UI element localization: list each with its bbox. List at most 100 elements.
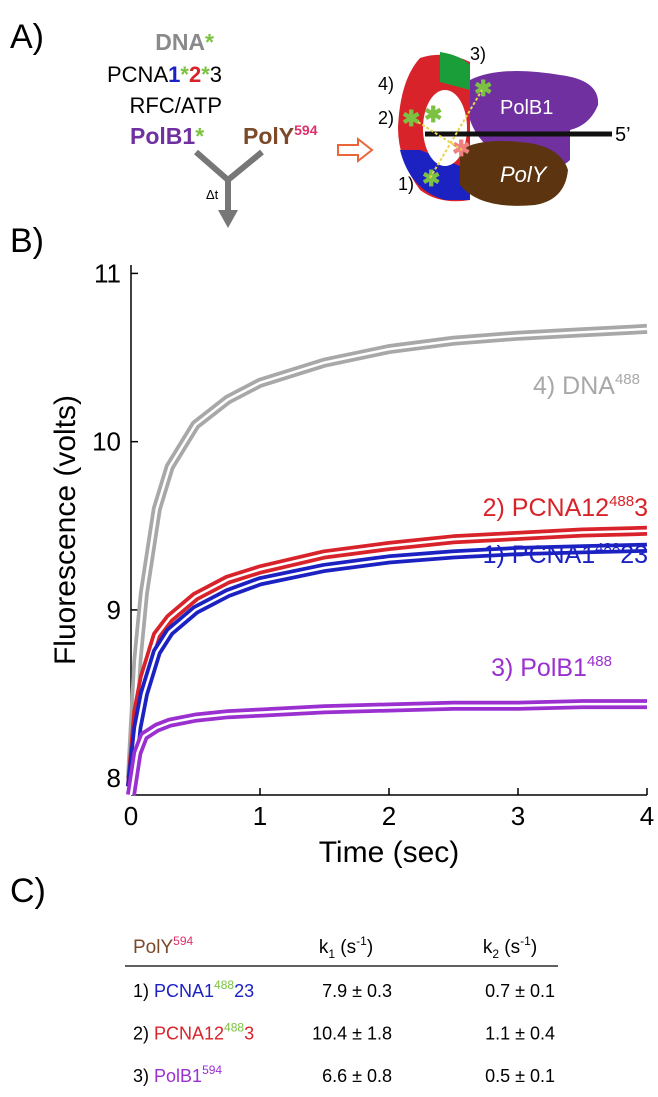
site: 4) (378, 74, 394, 94)
trace (126, 699, 647, 796)
text: 3 (210, 62, 222, 87)
row-label: 3) PolB1594 (133, 1063, 222, 1086)
cell: 1.1 ± 0.4 (485, 1024, 555, 1044)
text: 2) (133, 1024, 154, 1044)
text: (s (335, 937, 356, 958)
text: * (201, 62, 210, 87)
series-label: 4) DNA488 (533, 371, 640, 400)
text: 1 (328, 947, 335, 961)
reagent: PCNA1*2*3 (107, 62, 222, 87)
x-tick-label: 4 (640, 801, 654, 831)
panel-label: C) (10, 872, 46, 910)
header-cell: PolY594 (133, 934, 193, 958)
text: 3 (244, 1024, 254, 1044)
y-tick-label: 11 (94, 258, 121, 288)
site: 2) (378, 108, 394, 128)
row-label: 2) PCNA124883 (133, 1021, 254, 1044)
text: * (195, 123, 204, 149)
text: PolB1 (130, 123, 195, 149)
dye: ✱ (424, 102, 442, 127)
reagent: PolB1* (130, 123, 204, 149)
text: PCNA (107, 62, 168, 87)
fit-line (129, 327, 648, 779)
table: PolY594 k1 (s-1) k2 (s-1)1) PCNA148823 7.9 … (125, 934, 558, 1086)
mixing-arrow (194, 149, 264, 212)
text: 488 (214, 978, 234, 992)
series-sup: 488 (609, 493, 634, 510)
text: k (319, 937, 329, 958)
x-tick-label: 1 (253, 801, 267, 831)
series-label: 1) PCNA148823 (483, 540, 648, 569)
cell: 0.7 ± 0.1 (485, 981, 555, 1001)
site: 3) (470, 44, 486, 64)
text: * (180, 62, 189, 87)
text: ) (531, 937, 537, 958)
text: 23 (234, 981, 254, 1001)
y-tick-label: 9 (107, 595, 121, 625)
series-label: 2) PCNA124883 (483, 493, 648, 522)
label: PolB1 (500, 97, 553, 119)
text: 1) (133, 981, 154, 1001)
text: 488 (224, 1021, 244, 1035)
panel-label: A) (10, 18, 44, 56)
text: -1 (356, 934, 367, 948)
panel-label: B) (10, 222, 44, 260)
text: PolY (243, 123, 294, 149)
text: -1 (520, 934, 531, 948)
fit-line (129, 546, 648, 787)
cell: 0.5 ± 0.1 (485, 1066, 555, 1086)
label: 5’ (615, 124, 631, 146)
text: 3) (133, 1066, 154, 1086)
dye-markers: ✱ ✱ ✱ ✱ ✱ (402, 76, 492, 191)
series-sup: 488 (595, 540, 620, 557)
series-suffix: 23 (620, 541, 648, 569)
series-sup: 488 (615, 371, 640, 388)
series-name: 3) PolB1 (491, 654, 587, 682)
pcna-subunit (400, 150, 470, 200)
series-name: 1) PCNA1 (483, 541, 596, 569)
header-cell: k1 (s-1) (319, 934, 373, 961)
y-tick-label: 10 (92, 427, 121, 457)
cell: 6.6 ± 0.8 (322, 1066, 392, 1086)
text: 1 (168, 62, 180, 87)
reaction-arrow (337, 136, 374, 164)
fret-lines (417, 89, 483, 179)
text: 594 (202, 1063, 222, 1077)
text: 2 (189, 62, 201, 87)
series-suffix: 3 (634, 494, 648, 522)
reagent: RFC/ATP (130, 93, 222, 118)
text: PCNA12 (154, 1024, 224, 1044)
text: ) (367, 937, 373, 958)
row-label: 1) PCNA148823 (133, 978, 254, 1001)
dye: ✱ (422, 166, 440, 191)
arrow-head (218, 210, 238, 228)
fit-line (129, 702, 647, 796)
series-label: 3) PolB1488 (491, 653, 612, 682)
series-name: 2) PCNA12 (483, 494, 609, 522)
dye: ✱ (474, 76, 492, 101)
text: 594 (294, 122, 318, 138)
header-cell: k2 (s-1) (483, 934, 537, 961)
series-sup: 488 (587, 653, 612, 670)
text: 2 (492, 947, 499, 961)
text: PolB1 (154, 1066, 202, 1086)
dye: ✱ (402, 106, 420, 131)
x-axis-label: Time (sec) (319, 836, 460, 869)
label: PolY (500, 162, 548, 187)
y-tick-label: 8 (107, 763, 121, 793)
text: k (483, 937, 493, 958)
cell: 7.9 ± 0.3 (322, 981, 392, 1001)
text: DNA (155, 29, 205, 55)
pcna-subunit (440, 52, 470, 90)
reagent: DNA* (155, 29, 214, 55)
text: * (205, 29, 214, 55)
x-tick-label: 0 (124, 801, 138, 831)
delay: Δt (206, 187, 219, 202)
x-tick-label: 3 (511, 801, 525, 831)
poly-shape (460, 141, 568, 206)
text: (s (499, 937, 520, 958)
cell: 10.4 ± 1.8 (312, 1024, 392, 1044)
text: PolY (133, 937, 173, 958)
